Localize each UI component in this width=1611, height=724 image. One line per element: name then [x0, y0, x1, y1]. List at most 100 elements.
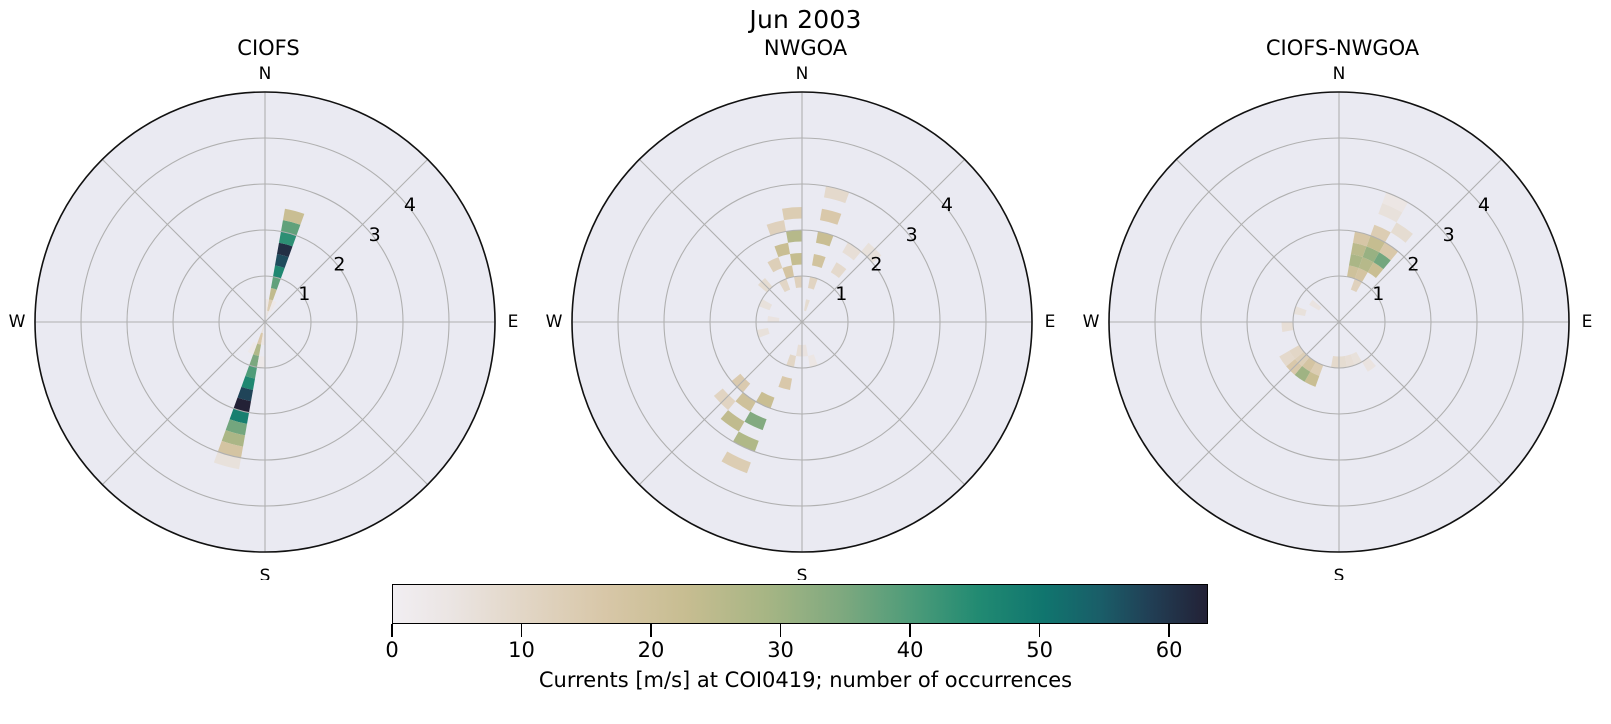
- rose-cell: [786, 354, 797, 368]
- panel-title-ciofs-nwgoa: CIOFS-NWGOA: [1265, 36, 1420, 60]
- rose-cell: [802, 344, 808, 357]
- rose-cell: [229, 408, 250, 424]
- colorbar-tick-label: 0: [385, 638, 399, 662]
- colorbar-tick-label: 20: [637, 638, 665, 662]
- colorbar-tick-label: 30: [767, 638, 794, 662]
- rose-cell: [1350, 351, 1362, 366]
- colorbar-tick: [779, 624, 782, 637]
- polar-grid: [1108, 91, 1570, 553]
- rose-cell: [819, 208, 842, 225]
- rose-cell: [261, 333, 265, 345]
- rose-cell: [1390, 222, 1413, 243]
- cardinal-label-south: S: [1334, 566, 1345, 580]
- rose-cell: [1352, 231, 1371, 247]
- rose-cell: [225, 419, 248, 436]
- radial-tick-label: 3: [1443, 224, 1455, 246]
- radial-tick-label: 1: [298, 283, 310, 305]
- rose-cell: [247, 341, 258, 355]
- radial-tick-label: 1: [835, 283, 847, 305]
- rose-cell: [830, 262, 847, 278]
- axes-spine: [571, 91, 1033, 553]
- radial-tick-label: 3: [369, 224, 381, 246]
- rose-cell: [1362, 357, 1376, 372]
- panel-title-nwgoa: NWGOA: [763, 36, 848, 60]
- polar-panel-ciofs-nwgoa: CIOFS-NWGOA 1 2 3 4 N E S W: [1074, 0, 1611, 580]
- colorbar-tick-label: 60: [1155, 638, 1183, 662]
- radial-tick-label: 2: [333, 253, 345, 275]
- rose-cell: [1379, 242, 1399, 261]
- rose-cell: [733, 431, 759, 452]
- rose-cell: [1373, 252, 1391, 270]
- radial-tick-label: 3: [906, 224, 918, 246]
- rose-cell: [720, 410, 745, 432]
- polar-axes-ciofs[interactable]: 1 2 3 4 N E S W: [0, 0, 537, 580]
- cardinal-label-south: S: [797, 566, 808, 580]
- polar-panel-nwgoa: NWGOA 1 2 3 4 N E S W: [537, 0, 1074, 580]
- rose-cell: [1293, 306, 1307, 317]
- polar-plot-ciofs: 1 2 3 4 N E S W: [9, 64, 519, 580]
- rose-cell: [253, 343, 262, 356]
- colorbar-gradient: [393, 585, 1207, 623]
- rose-cell: [1304, 371, 1320, 387]
- rose-cell: [1331, 355, 1339, 368]
- grid-spoke: [1175, 158, 1503, 486]
- polar-axes-nwgoa[interactable]: 1 2 3 4 N E S W: [537, 0, 1074, 580]
- rose-cell: [778, 376, 793, 390]
- rose-cell: [779, 278, 791, 293]
- rose-cell: [1366, 235, 1385, 253]
- rose-cell: [758, 299, 773, 311]
- rose-cell: [233, 397, 252, 413]
- rose-cell: [257, 355, 265, 368]
- rose-cell: [272, 265, 285, 279]
- rose-cell: [1354, 267, 1368, 283]
- rose-cell: [221, 430, 246, 447]
- rose-cell: [282, 208, 305, 225]
- axes-spine: [34, 91, 496, 553]
- cardinal-label-north: N: [259, 64, 272, 84]
- colorbar[interactable]: [392, 584, 1208, 624]
- rose-cell: [1281, 322, 1294, 332]
- colorbar-area: 0 10 20 30 40 50 60 Currents [m/s] at COI0419;…: [0, 578, 1611, 724]
- rose-cell: [266, 299, 273, 312]
- rose-cell: [1382, 192, 1408, 213]
- cardinal-label-east: E: [1045, 312, 1056, 332]
- rose-cell: [265, 299, 269, 311]
- cardinal-label-west: W: [9, 312, 26, 332]
- rose-cell: [1350, 278, 1362, 293]
- rose-cell: [274, 254, 289, 268]
- colorbar-tick: [650, 624, 652, 637]
- rose-cell: [1294, 366, 1311, 382]
- rose-cell: [767, 257, 783, 273]
- rose-cell: [1309, 299, 1322, 311]
- panel-title-ciofs: CIOFS: [237, 36, 300, 60]
- rose-cell: [1344, 354, 1355, 368]
- rose-cell: [249, 354, 260, 368]
- rose-cell: [782, 265, 795, 279]
- rose-cell: [245, 365, 258, 379]
- rose-cell: [265, 310, 269, 322]
- rose-cell: [268, 288, 277, 301]
- rose-cell: [815, 231, 834, 247]
- rose-cell: [280, 220, 301, 236]
- rose-cell: [767, 316, 780, 322]
- rose-cell: [278, 231, 297, 247]
- colorbar-tick: [391, 624, 393, 637]
- rose-cell: [756, 327, 770, 338]
- polar-axes-ciofs-nwgoa[interactable]: 1 2 3 4 N E S W: [1074, 0, 1611, 580]
- rose-cell: [1350, 242, 1367, 258]
- colorbar-label: Currents [m/s] at COI0419; number of occ…: [538, 668, 1073, 692]
- cardinal-label-north: N: [1333, 64, 1346, 84]
- polar-grid: [34, 91, 496, 553]
- cardinal-label-east: E: [1582, 312, 1593, 332]
- rose-cell: [1302, 357, 1316, 372]
- rose-cell: [774, 242, 791, 258]
- radial-tick-label: 2: [870, 253, 882, 275]
- colorbar-tick: [520, 624, 523, 637]
- rose-cell: [213, 451, 242, 470]
- rose-cell: [1339, 355, 1347, 368]
- colorbar-tick: [1168, 624, 1170, 637]
- rose-cell: [807, 276, 818, 290]
- rose-cell: [261, 322, 265, 334]
- rose-cell: [1289, 345, 1304, 359]
- cardinal-label-east: E: [508, 312, 519, 332]
